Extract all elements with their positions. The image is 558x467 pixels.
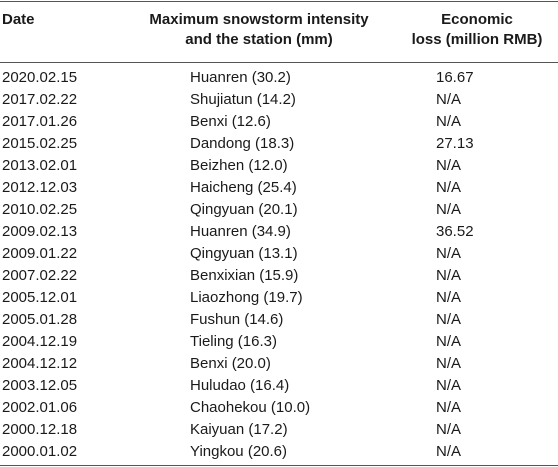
cell-loss: N/A xyxy=(436,91,462,108)
cell-intensity: Liaozhong (19.7) xyxy=(190,289,303,306)
table-body: 2020.02.15 Huanren (30.2) 16.67 2017.02.22 S… xyxy=(0,67,558,463)
table-row: 2003.12.05 Huludao (16.4) N/A xyxy=(0,375,558,397)
cell-date: 2015.02.25 xyxy=(2,135,78,152)
cell-intensity: Tieling (16.3) xyxy=(190,333,277,350)
cell-intensity: Benxixian (15.9) xyxy=(190,267,299,284)
cell-loss: N/A xyxy=(436,245,462,262)
cell-loss: N/A xyxy=(436,311,462,328)
table-row: 2000.12.18 Kaiyuan (17.2) N/A xyxy=(0,419,558,441)
cell-date: 2003.12.05 xyxy=(2,377,78,394)
cell-loss: N/A xyxy=(436,113,462,130)
cell-intensity: Beizhen (12.0) xyxy=(190,157,288,174)
cell-intensity: Fushun (14.6) xyxy=(190,311,284,328)
table-row: 2017.01.26 Benxi (12.6) N/A xyxy=(0,111,558,133)
cell-loss: N/A xyxy=(436,333,462,350)
header-date: Date xyxy=(2,11,35,28)
cell-loss: N/A xyxy=(436,267,462,284)
cell-intensity: Haicheng (25.4) xyxy=(190,179,297,196)
cell-intensity: Shujiatun (14.2) xyxy=(190,91,296,108)
header-loss: Economic loss (million RMB) xyxy=(397,10,557,50)
cell-loss: N/A xyxy=(436,201,462,218)
cell-loss: N/A xyxy=(436,157,462,174)
cell-date: 2012.12.03 xyxy=(2,179,78,196)
table-row: 2000.01.02 Yingkou (20.6) N/A xyxy=(0,441,558,463)
header-loss-line1: Economic xyxy=(441,11,513,28)
cell-loss: N/A xyxy=(436,179,462,196)
cell-date: 2004.12.12 xyxy=(2,355,78,372)
header-intensity-line1: Maximum snowstorm intensity xyxy=(149,11,369,28)
cell-intensity: Huanren (34.9) xyxy=(190,223,291,240)
cell-date: 2017.01.26 xyxy=(2,113,78,130)
table-row: 2013.02.01 Beizhen (12.0) N/A xyxy=(0,155,558,177)
table-row: 2017.02.22 Shujiatun (14.2) N/A xyxy=(0,89,558,111)
header-intensity: Maximum snowstorm intensity and the stat… xyxy=(131,10,387,50)
cell-date: 2020.02.15 xyxy=(2,69,78,86)
cell-intensity: Benxi (12.6) xyxy=(190,113,271,130)
table-header-rule xyxy=(0,62,558,63)
cell-intensity: Yingkou (20.6) xyxy=(190,443,288,460)
table-row: 2004.12.19 Tieling (16.3) N/A xyxy=(0,331,558,353)
table-row: 2010.02.25 Qingyuan (20.1) N/A xyxy=(0,199,558,221)
table-row: 2015.02.25 Dandong (18.3) 27.13 xyxy=(0,133,558,155)
cell-loss: N/A xyxy=(436,355,462,372)
cell-loss: 16.67 xyxy=(436,69,474,86)
cell-date: 2009.01.22 xyxy=(2,245,78,262)
cell-date: 2017.02.22 xyxy=(2,91,78,108)
cell-intensity: Benxi (20.0) xyxy=(190,355,271,372)
cell-loss: N/A xyxy=(436,399,462,416)
cell-intensity: Dandong (18.3) xyxy=(190,135,295,152)
cell-date: 2005.12.01 xyxy=(2,289,78,306)
cell-intensity: Huanren (30.2) xyxy=(190,69,291,86)
cell-date: 2007.02.22 xyxy=(2,267,78,284)
cell-intensity: Qingyuan (13.1) xyxy=(190,245,298,262)
table-row: 2012.12.03 Haicheng (25.4) N/A xyxy=(0,177,558,199)
cell-date: 2013.02.01 xyxy=(2,157,78,174)
cell-date: 2000.01.02 xyxy=(2,443,78,460)
table-row: 2020.02.15 Huanren (30.2) 16.67 xyxy=(0,67,558,89)
header-loss-line2: loss (million RMB) xyxy=(411,31,543,48)
header-intensity-line2: and the station (mm) xyxy=(185,31,333,48)
cell-loss: N/A xyxy=(436,377,462,394)
cell-intensity: Huludao (16.4) xyxy=(190,377,290,394)
cell-date: 2000.12.18 xyxy=(2,421,78,438)
table-row: 2009.01.22 Qingyuan (13.1) N/A xyxy=(0,243,558,265)
cell-date: 2009.02.13 xyxy=(2,223,78,240)
table-row: 2005.01.28 Fushun (14.6) N/A xyxy=(0,309,558,331)
cell-loss: 27.13 xyxy=(436,135,474,152)
cell-date: 2010.02.25 xyxy=(2,201,78,218)
cell-intensity: Kaiyuan (17.2) xyxy=(190,421,288,438)
table-row: 2004.12.12 Benxi (20.0) N/A xyxy=(0,353,558,375)
cell-loss: 36.52 xyxy=(436,223,474,240)
cell-date: 2002.01.06 xyxy=(2,399,78,416)
table-row: 2002.01.06 Chaohekou (10.0) N/A xyxy=(0,397,558,419)
cell-loss: N/A xyxy=(436,443,462,460)
cell-date: 2004.12.19 xyxy=(2,333,78,350)
table-row: 2009.02.13 Huanren (34.9) 36.52 xyxy=(0,221,558,243)
cell-loss: N/A xyxy=(436,421,462,438)
cell-date: 2005.01.28 xyxy=(2,311,78,328)
table-row: 2007.02.22 Benxixian (15.9) N/A xyxy=(0,265,558,287)
cell-intensity: Qingyuan (20.1) xyxy=(190,201,298,218)
table-bottom-rule xyxy=(0,465,558,466)
cell-loss: N/A xyxy=(436,289,462,306)
table-row: 2005.12.01 Liaozhong (19.7) N/A xyxy=(0,287,558,309)
cell-intensity: Chaohekou (10.0) xyxy=(190,399,311,416)
table-top-rule xyxy=(0,1,558,2)
